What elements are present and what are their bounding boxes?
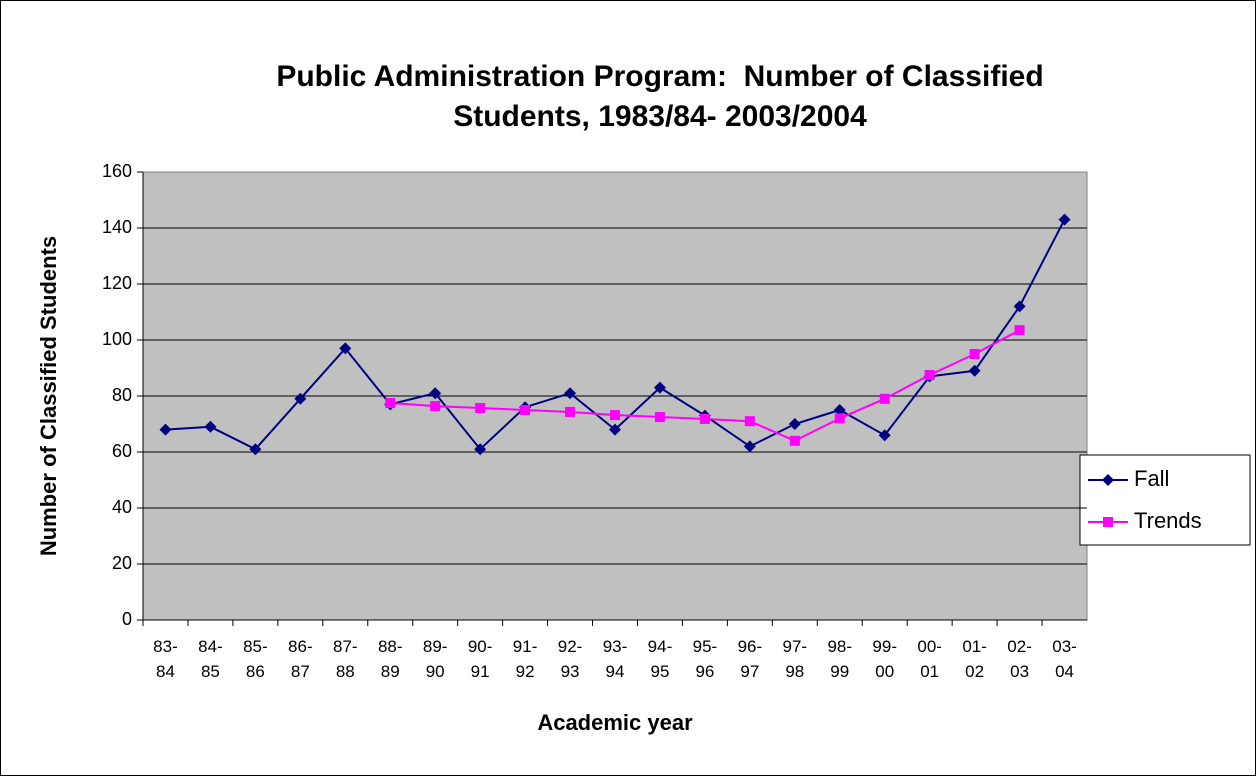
point	[1013, 300, 1026, 313]
point	[565, 406, 576, 417]
x-tick-label: 88-89	[378, 637, 403, 681]
x-tick-label: 90-91	[468, 637, 493, 681]
point	[429, 387, 442, 400]
y-tick-label: 40	[112, 497, 132, 517]
x-tick-label: 03-04	[1052, 637, 1077, 681]
x-tick-label: 02-03	[1007, 637, 1032, 681]
x-tick-label: 98-99	[827, 637, 852, 681]
legend	[1079, 454, 1251, 546]
point	[339, 342, 352, 355]
chart-title: Public Administration Program: Number of…	[276, 60, 1043, 93]
x-tick-label: 84-85	[198, 637, 223, 681]
y-tick-label: 80	[112, 385, 132, 405]
x-tick-label: 96-97	[738, 637, 763, 681]
x-tick-label: 83-84	[153, 637, 178, 681]
legend-label: Trends	[1134, 508, 1202, 533]
x-tick-label: 01-02	[962, 637, 987, 681]
x-tick-label: 00-01	[917, 637, 942, 681]
y-tick-label: 20	[112, 553, 132, 573]
y-tick-label: 120	[102, 273, 132, 293]
point	[968, 364, 981, 377]
x-tick-label: 97-98	[783, 637, 808, 681]
point	[520, 405, 531, 415]
point	[475, 403, 486, 414]
x-tick-label: 89-90	[423, 637, 448, 681]
point	[609, 423, 621, 436]
x-tick-label: 91-92	[513, 637, 538, 681]
point	[879, 393, 890, 404]
y-tick-label: 0	[122, 609, 132, 629]
point	[788, 418, 801, 430]
point	[1058, 213, 1071, 226]
point	[743, 440, 756, 453]
x-tick-label: 94-95	[648, 637, 673, 681]
x-tick-label: 87-88	[333, 637, 358, 681]
y-axis-label: Number of Classified Students	[36, 236, 61, 556]
point	[654, 412, 665, 422]
point	[385, 398, 396, 408]
point	[653, 381, 666, 394]
point	[969, 349, 980, 359]
point	[564, 387, 577, 400]
legend-label: Fall	[1134, 466, 1169, 491]
point	[834, 413, 845, 424]
point	[474, 443, 487, 456]
point	[924, 370, 935, 380]
point	[878, 429, 891, 442]
y-tick-label: 100	[102, 329, 132, 349]
y-tick-label: 140	[102, 217, 132, 237]
legend-marker	[1102, 474, 1114, 486]
point	[159, 423, 172, 436]
point	[430, 401, 441, 412]
point	[204, 420, 217, 433]
x-tick-label: 95-96	[693, 637, 718, 681]
chart-title: Students, 1983/84- 2003/2004	[453, 100, 867, 133]
x-tick-label: 99-00	[872, 637, 897, 681]
point	[789, 435, 800, 446]
x-tick-label: 85-86	[243, 637, 268, 681]
point	[294, 392, 307, 405]
x-tick-label: 86-87	[288, 637, 313, 681]
point	[744, 416, 755, 427]
point	[610, 410, 620, 421]
point	[699, 413, 710, 424]
x-tick-label: 93-94	[603, 637, 628, 681]
point	[833, 404, 846, 416]
y-tick-label: 60	[112, 441, 132, 461]
x-tick-label: 92-93	[558, 637, 583, 681]
point	[249, 443, 262, 456]
x-axis-label: Academic year	[537, 710, 693, 735]
y-tick-label: 160	[102, 161, 132, 181]
legend-marker	[1103, 517, 1113, 527]
point	[1014, 325, 1025, 336]
